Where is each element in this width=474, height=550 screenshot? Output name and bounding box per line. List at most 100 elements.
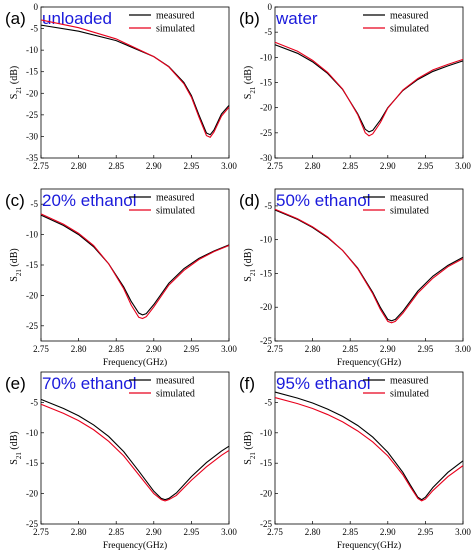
x-tick-label: 2.75 <box>267 161 283 171</box>
series-line-measured <box>274 209 464 322</box>
x-tick-label: 3.00 <box>221 344 237 354</box>
series-line-measured <box>274 44 464 133</box>
x-tick-label: 2.90 <box>146 161 162 171</box>
panel-title: water <box>275 9 318 28</box>
x-tick-label: 2.95 <box>418 527 434 537</box>
panel-label: (b) <box>239 9 260 28</box>
x-axis-label: Frequency(GHz) <box>103 357 167 368</box>
x-tick-label: 2.75 <box>33 344 49 354</box>
y-tick-label: -5 <box>265 27 273 37</box>
x-tick-label: 2.90 <box>146 527 162 537</box>
y-tick-label: -20 <box>260 489 272 499</box>
x-tick-label: 2.90 <box>380 344 396 354</box>
x-tick-label: 3.00 <box>455 161 471 171</box>
series-line-measured <box>40 214 230 316</box>
panel-title: 50% ethanol <box>276 191 371 210</box>
y-tick-label: -15 <box>26 260 38 270</box>
y-tick-label: -15 <box>260 78 272 88</box>
y-axis-label: S21 (dB) <box>243 248 257 281</box>
y-axis-label: S21 (dB) <box>9 431 23 464</box>
y-tick-label: -25 <box>260 519 272 529</box>
y-tick-label: -10 <box>260 428 272 438</box>
x-tick-label: 2.75 <box>267 344 283 354</box>
panel-label: (a) <box>5 9 26 28</box>
legend-label-measured: measured <box>156 193 194 204</box>
y-tick-label: -10 <box>26 230 38 240</box>
plot-frame <box>40 6 230 159</box>
x-tick-label: 3.00 <box>221 161 237 171</box>
series-line-simulated <box>274 208 464 324</box>
x-tick-label: 2.80 <box>71 344 87 354</box>
x-tick-label: 2.85 <box>342 161 358 171</box>
x-tick-label: 2.90 <box>380 161 396 171</box>
y-axis-label: S21 (dB) <box>243 66 257 99</box>
y-tick-label: -5 <box>265 201 273 211</box>
y-tick-label: -5 <box>31 397 39 407</box>
x-tick-label: 2.90 <box>380 527 396 537</box>
series-line-measured <box>40 24 230 136</box>
series-line-simulated <box>40 213 230 320</box>
x-tick-label: 2.80 <box>71 161 87 171</box>
legend-label-simulated: simulated <box>390 389 429 400</box>
y-tick-label: -15 <box>260 268 272 278</box>
y-axis-label: S21 (dB) <box>9 248 23 281</box>
x-tick-label: 2.80 <box>71 527 87 537</box>
y-tick-label: -15 <box>26 458 38 468</box>
y-tick-label: -5 <box>31 24 39 34</box>
y-tick-label: -5 <box>31 199 39 209</box>
panel-label: (e) <box>5 374 26 393</box>
y-tick-label: -20 <box>26 489 38 499</box>
series-line-simulated <box>274 397 464 502</box>
y-tick-label: 0 <box>268 2 273 12</box>
y-tick-label: -35 <box>26 153 38 163</box>
panel-title: 95% ethanol <box>276 374 371 393</box>
plot-frame <box>40 371 230 525</box>
y-tick-label: -10 <box>260 52 272 62</box>
y-tick-label: -25 <box>260 336 272 346</box>
y-tick-label: -30 <box>260 153 272 163</box>
x-tick-label: 2.80 <box>305 344 321 354</box>
x-tick-label: 2.90 <box>146 344 162 354</box>
y-tick-label: -15 <box>26 67 38 77</box>
panel-label: (c) <box>5 191 25 210</box>
panel-label: (f) <box>239 374 255 393</box>
y-tick-label: -15 <box>260 458 272 468</box>
plot-frame <box>274 371 464 525</box>
x-tick-label: 2.95 <box>418 344 434 354</box>
x-tick-label: 2.85 <box>108 527 124 537</box>
legend-label-measured: measured <box>390 193 428 204</box>
x-tick-label: 2.95 <box>184 344 200 354</box>
y-tick-label: -10 <box>26 45 38 55</box>
legend-label-simulated: simulated <box>156 24 195 35</box>
x-tick-label: 2.85 <box>342 344 358 354</box>
x-tick-label: 2.75 <box>33 161 49 171</box>
x-tick-label: 2.80 <box>305 161 321 171</box>
y-tick-label: -25 <box>26 321 38 331</box>
x-tick-label: 2.85 <box>108 344 124 354</box>
panel-label: (d) <box>239 191 260 210</box>
x-tick-label: 2.75 <box>33 527 49 537</box>
legend-label-simulated: simulated <box>156 206 195 217</box>
x-tick-label: 3.00 <box>221 527 237 537</box>
y-tick-label: -25 <box>26 110 38 120</box>
series-line-simulated <box>40 403 230 502</box>
series-line-simulated <box>40 19 230 138</box>
legend-label-simulated: simulated <box>390 24 429 35</box>
y-tick-label: -20 <box>260 302 272 312</box>
x-tick-label: 2.95 <box>418 161 434 171</box>
legend-label-measured: measured <box>156 376 194 387</box>
y-tick-label: 0 <box>34 2 39 12</box>
y-tick-label: -5 <box>265 397 273 407</box>
y-tick-label: -25 <box>260 128 272 138</box>
y-axis-label: S21 (dB) <box>9 66 23 99</box>
panel-title: 20% ethanol <box>42 191 137 210</box>
x-tick-label: 2.75 <box>267 527 283 537</box>
legend-label-simulated: simulated <box>390 206 429 217</box>
